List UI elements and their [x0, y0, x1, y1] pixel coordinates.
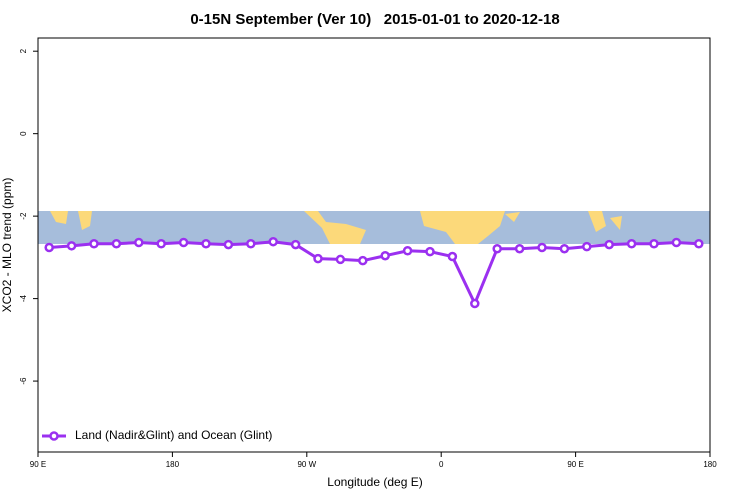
- y-axis-label: XCO2 - MLO trend (ppm): [0, 178, 14, 313]
- y-tick-label: -4: [19, 295, 28, 303]
- legend-marker: [49, 431, 59, 441]
- data-point: [380, 250, 390, 261]
- legend-label: Land (Nadir&Glint) and Ocean (Glint): [75, 428, 272, 442]
- y-tick-label: -2: [19, 212, 28, 220]
- data-point: [44, 242, 54, 253]
- data-point: [313, 253, 323, 264]
- data-point: [604, 239, 614, 250]
- data-point: [694, 239, 704, 249]
- map-background: [38, 211, 710, 244]
- x-axis-label: Longitude (deg E): [327, 475, 422, 489]
- data-point: [559, 243, 570, 254]
- data-point: [470, 298, 480, 309]
- data-point: [402, 246, 413, 256]
- data-point: [178, 237, 189, 248]
- data-point: [447, 251, 458, 262]
- data-point: [335, 254, 346, 265]
- data-point: [89, 239, 99, 249]
- y-tick-label: 2: [19, 48, 28, 53]
- data-point: [358, 255, 368, 266]
- data-point: [223, 239, 234, 250]
- data-point: [582, 241, 592, 252]
- chart-title: 0-15N September (Ver 10) 2015-01-01 to 2…: [190, 11, 559, 28]
- data-point: [671, 237, 682, 248]
- data-point: [425, 246, 435, 257]
- x-tick-label: 90 W: [297, 460, 316, 469]
- data-point: [492, 243, 502, 254]
- x-tick-label: 90 E: [30, 460, 46, 469]
- x-tick-label: 180: [166, 460, 180, 469]
- y-tick-label: -6: [19, 377, 28, 385]
- data-point: [649, 239, 659, 249]
- plot-frame: [37, 37, 711, 453]
- data-point: [268, 236, 278, 247]
- data-point: [134, 237, 144, 248]
- y-tick-label: 0: [19, 131, 28, 136]
- x-tick-label: 90 E: [567, 460, 583, 469]
- x-tick-label: 180: [703, 460, 717, 469]
- data-point: [201, 239, 211, 249]
- x-tick-label: 0: [439, 460, 444, 469]
- data-point: [290, 239, 301, 250]
- series-line: [49, 240, 699, 308]
- data-point: [537, 242, 547, 253]
- data-point: [66, 241, 77, 251]
- data-point: [111, 239, 122, 249]
- data-point: [156, 239, 166, 249]
- data-point: [514, 243, 525, 254]
- data-point: [626, 239, 637, 249]
- data-point: [246, 239, 256, 249]
